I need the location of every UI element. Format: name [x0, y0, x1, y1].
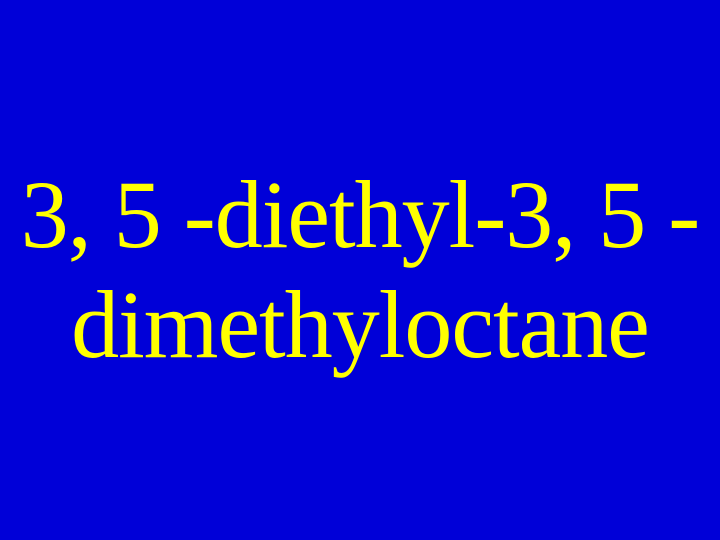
compound-name-line2: dimethyloctane: [71, 271, 649, 378]
compound-name-text: 3, 5 -diethyl-3, 5 - dimethyloctane: [21, 160, 700, 381]
compound-name-line1: 3, 5 -diethyl-3, 5 -: [21, 161, 700, 268]
